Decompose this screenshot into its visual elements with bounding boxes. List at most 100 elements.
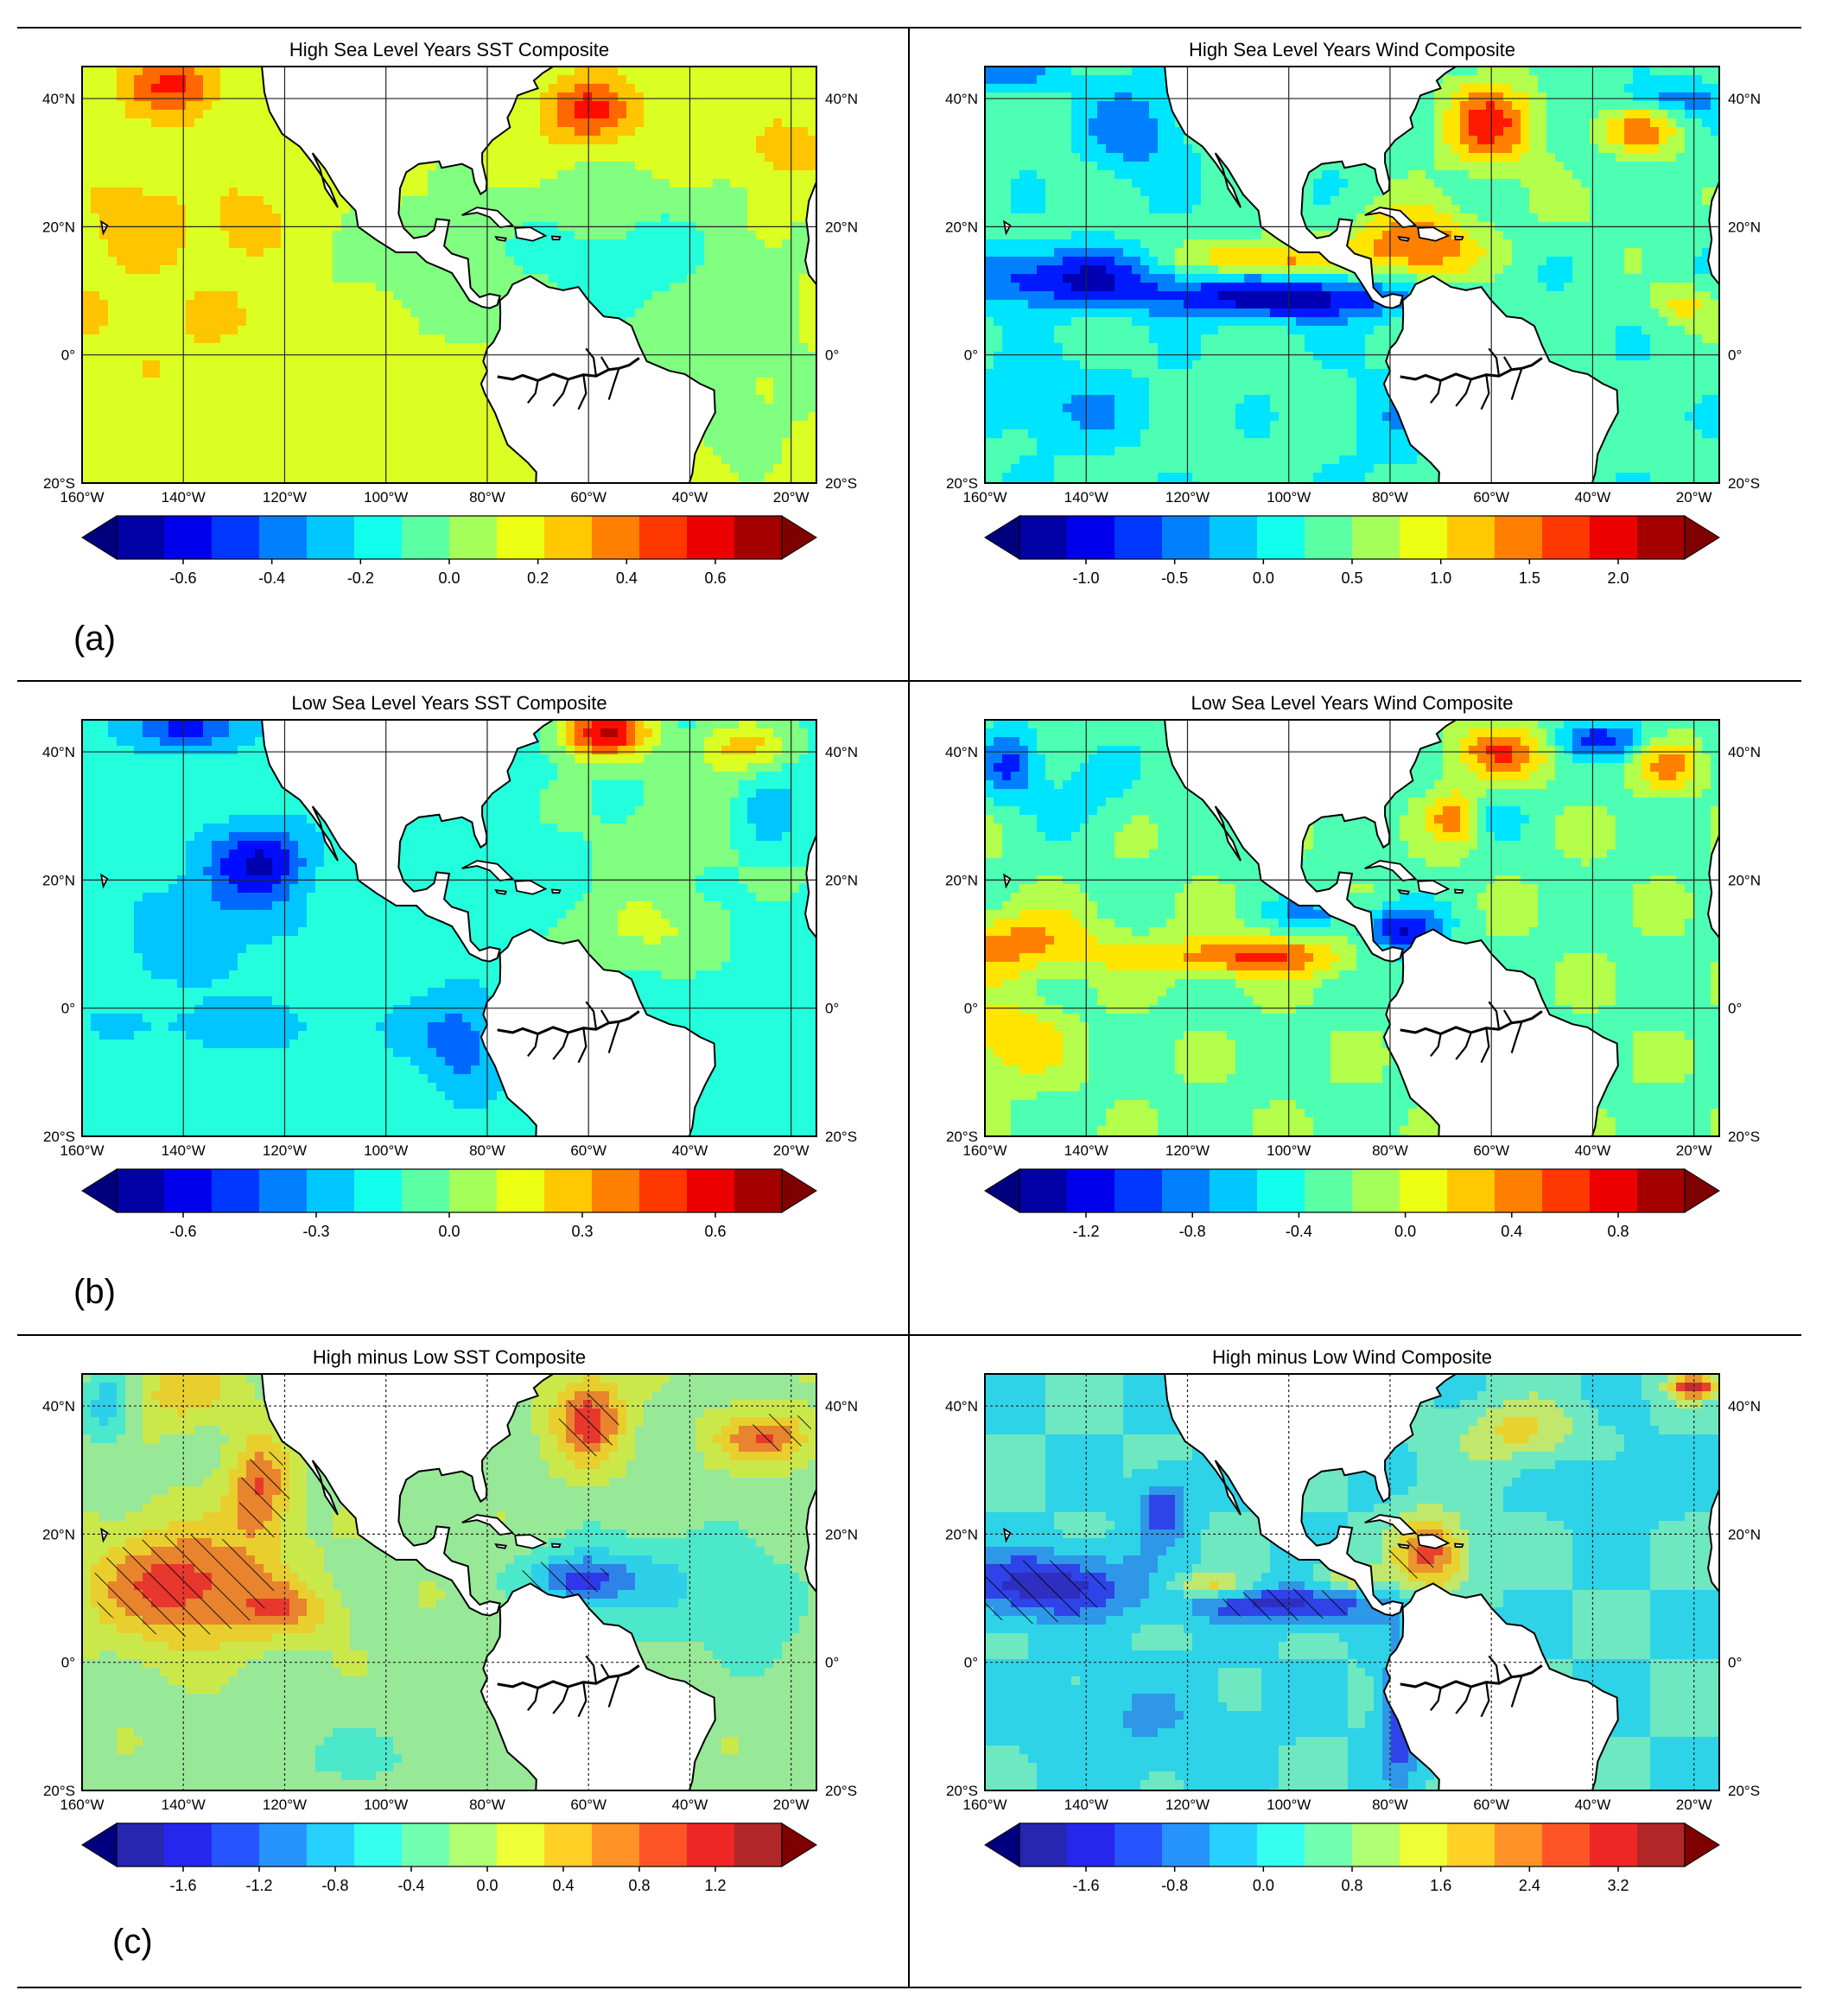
longitude-label: 120°W [263,1142,307,1159]
colorbar-segment [1210,1169,1258,1212]
colorbar-extend-max [781,1822,817,1867]
map-panel: High Sea Level Years Wind Composite 160°W… [945,39,1761,587]
longitude-label: 20°W [773,1797,810,1813]
latitude-label-left: 0° [61,347,75,364]
colorbar-segment [1019,516,1068,559]
colorbar-extend-min [984,1822,1020,1867]
longitude-label: 40°W [672,1797,708,1813]
latitude-label-left: 0° [964,347,978,364]
colorbar-segment [259,1823,308,1867]
colorbar-segment [1542,1169,1591,1212]
map-frame [984,1373,1720,1791]
latitude-label-left: 40°N [42,744,75,760]
longitude-label: 40°W [672,489,708,506]
colorbar-extend-min [81,515,117,560]
colorbar-segment [1495,1169,1543,1212]
colorbar-segment [117,516,165,559]
colorbar-segment [402,1823,450,1867]
latitude-label-left: 40°N [42,1398,75,1415]
colorbar-extend-max [781,1168,817,1213]
map-frame [81,719,817,1137]
land-mask [985,1374,1719,1790]
colorbar-extend-max [781,515,817,560]
longitude-label: 60°W [1473,1797,1509,1813]
latitude-label-left: 0° [964,1001,978,1017]
longitude-label: 40°W [672,1142,708,1159]
longitude-label: 40°W [1575,1142,1611,1159]
latitude-label-right: 40°N [825,1398,858,1415]
latitude-label-right: 0° [1728,347,1742,364]
colorbar-segment [307,516,355,559]
map-frame [81,1373,817,1791]
longitude-label: 100°W [364,1797,408,1813]
latitude-label-left: 40°N [945,744,978,760]
colorbar-tick-label: -1.6 [169,1877,196,1894]
longitude-label: 100°W [364,489,408,506]
latitude-label-left: 40°N [945,1398,978,1415]
longitude-label: 120°W [1165,1797,1210,1813]
colorbar-segment [1067,1823,1115,1867]
longitude-label: 80°W [1372,1142,1408,1159]
colorbar-segment [1019,1169,1068,1212]
colorbar-segment [1352,1823,1400,1867]
latitude-label-left: 20°N [42,872,75,888]
colorbar-segment [354,1823,403,1867]
colorbar-segment [639,1169,688,1212]
colorbar-extend-min [984,515,1020,560]
colorbar-tick-label: -0.6 [169,1223,196,1240]
colorbar-tick-label: -0.6 [169,569,196,587]
latitude-label-right: 0° [825,347,839,364]
latitude-label-right: 0° [1728,1655,1742,1671]
latitude-label-left: 40°N [945,91,978,107]
colorbar-segment [1637,1823,1686,1867]
colorbar: -1.2 -0.8 -0.4 0.0 0.4 0.8 [984,1168,1720,1240]
land-mask [82,67,816,483]
colorbar-segment [1447,1169,1496,1212]
longitude-label: 100°W [1267,489,1311,506]
colorbar-tick-label: 0.0 [1394,1223,1416,1240]
colorbar-tick-label: 0.8 [1341,1877,1362,1894]
colorbar-segment [1447,1823,1496,1867]
longitude-label: 60°W [1473,1142,1509,1159]
colorbar-segment [734,1169,783,1212]
colorbar-tick-label: -1.0 [1072,569,1099,587]
colorbar-tick-label: 0.0 [476,1877,498,1894]
land-mask [82,1374,816,1790]
colorbar-segment [1495,516,1543,559]
colorbar-segment [1115,516,1163,559]
longitude-label: 160°W [962,489,1007,506]
panel-title: Low Sea Level Years SST Composite [291,692,606,714]
colorbar-segment [212,1169,260,1212]
panel-title: High Sea Level Years Wind Composite [1189,39,1515,60]
colorbar-segment [1542,516,1591,559]
colorbar-tick-label: 0.5 [1341,569,1362,587]
latitude-label-left: 20°S [946,1783,978,1799]
colorbar-segment [1162,1823,1210,1867]
colorbar-segment [734,516,783,559]
colorbar-segment [544,1823,593,1867]
latitude-label-left: 40°N [42,91,75,107]
colorbar-extend-min [81,1168,117,1213]
longitude-label: 140°W [1064,1142,1108,1159]
longitude-label: 160°W [962,1797,1007,1813]
longitude-label: 120°W [263,489,307,506]
panel-title: High minus Low SST Composite [313,1346,586,1368]
colorbar-segment [1162,1169,1210,1212]
latitude-label-left: 20°N [945,1526,978,1542]
longitude-label: 80°W [469,1142,505,1159]
colorbar-tick-label: 1.5 [1519,569,1540,587]
colorbar-segment [687,516,735,559]
colorbar-segment [1115,1169,1163,1212]
colorbar-extend-max [1684,515,1720,560]
latitude-label-left: 0° [61,1001,75,1017]
colorbar-segment [497,516,545,559]
latitude-label-right: 20°N [1728,1526,1761,1542]
map-panel: High minus Low Wind Composite 160°W 140°W 1… [945,1346,1761,1894]
colorbar-tick-label: -0.5 [1161,569,1188,587]
colorbar-segment [259,1169,308,1212]
longitude-label: 100°W [1267,1797,1311,1813]
longitude-label: 20°W [1676,489,1712,506]
colorbar-tick-label: 0.6 [704,569,726,587]
panel-title: High minus Low Wind Composite [1212,1346,1492,1368]
latitude-label-left: 20°S [946,1129,978,1145]
